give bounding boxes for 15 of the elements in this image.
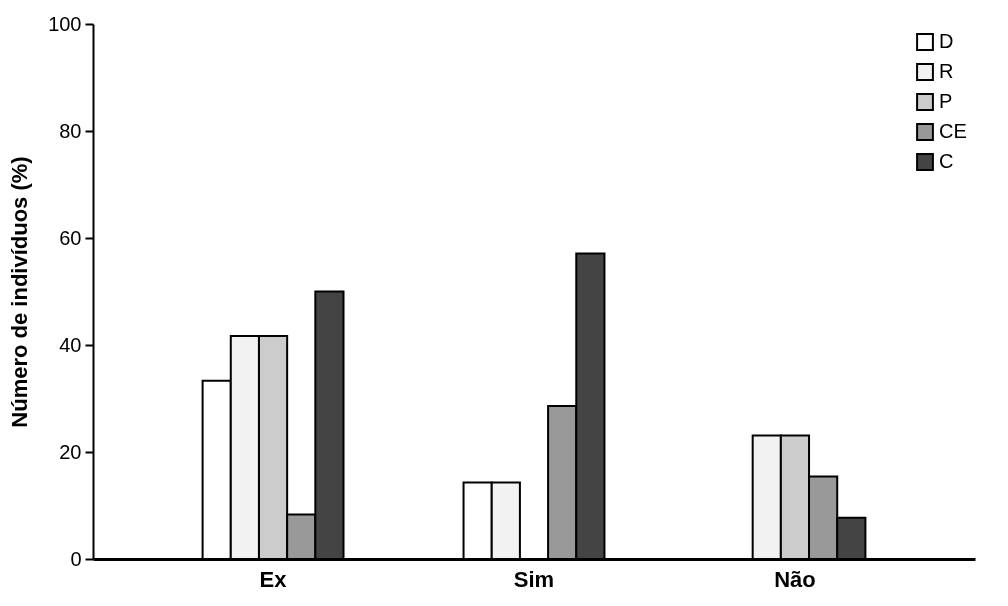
legend-label: R (939, 60, 954, 82)
y-tick-label: 40 (59, 333, 82, 356)
y-tick-label: 60 (59, 226, 82, 249)
x-tick-label: Não (774, 566, 816, 592)
y-tick-label: 100 (48, 12, 82, 35)
legend-label: C (939, 150, 954, 172)
y-tick-label: 0 (70, 547, 82, 570)
x-tick-label: Ex (259, 566, 288, 592)
legend-label: CE (939, 120, 967, 142)
legend-label: P (939, 90, 953, 112)
legend-label: D (939, 30, 954, 52)
y-tick-label: 80 (59, 119, 82, 142)
y-axis-title: Número de indivíduos (%) (7, 156, 33, 428)
y-tick-label: 20 (59, 440, 82, 463)
x-tick-label: Sim (513, 566, 555, 592)
